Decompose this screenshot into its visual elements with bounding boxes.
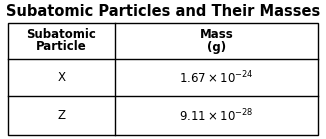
Text: Particle: Particle xyxy=(36,40,87,54)
Text: (g): (g) xyxy=(207,40,226,54)
Text: $1.67 \times 10^{-24}$: $1.67 \times 10^{-24}$ xyxy=(179,69,254,86)
Text: Mass: Mass xyxy=(200,28,233,42)
Bar xyxy=(8,23,318,135)
Text: Z: Z xyxy=(57,109,66,122)
Text: X: X xyxy=(57,71,66,84)
Text: Subatomic Particles and Their Masses: Subatomic Particles and Their Masses xyxy=(6,3,320,18)
Text: $9.11 \times 10^{-28}$: $9.11 \times 10^{-28}$ xyxy=(179,107,254,124)
Text: Subatomic: Subatomic xyxy=(26,28,96,42)
